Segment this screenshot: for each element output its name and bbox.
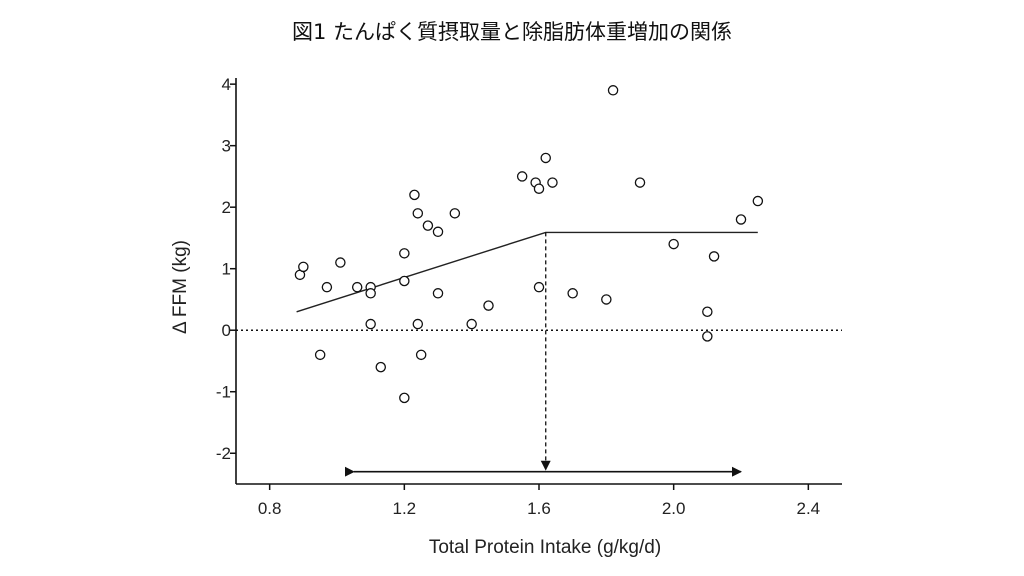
y-tick-label: -2 [216,444,231,463]
data-point [412,208,424,219]
data-point [432,288,444,299]
data-point [432,226,444,238]
data-point [422,220,434,231]
x-tick-label: 1.2 [393,499,417,518]
data-point [466,318,477,330]
data-point [375,361,387,373]
fit-line [296,231,758,313]
data-point [415,349,427,361]
x-tick-label: 2.0 [662,499,686,518]
data-point [449,208,461,219]
data-point [399,248,410,259]
data-point [735,214,747,225]
data-point [412,318,424,330]
data-point [314,349,326,361]
data-point [351,281,363,293]
axes: 4 3 2 1 0 -1 -2 0.8 1.2 1.6 2.0 2.4 [216,75,842,518]
data-point [708,251,720,262]
data-point [702,331,713,342]
data-point [516,171,528,182]
y-tick-label: 4 [222,75,231,94]
data-point [321,281,333,293]
y-tick-label: 2 [222,198,231,217]
x-tick-label: 0.8 [258,499,282,518]
data-point [298,261,309,273]
data-point [399,392,410,404]
data-point [533,183,545,194]
data-point [567,288,578,299]
data-point [533,281,545,293]
data-point [547,177,558,188]
y-tick-label: 1 [222,260,231,279]
y-tick-label: 0 [222,321,231,340]
data-point [607,85,619,96]
y-axis-label: Δ FFM (kg) [170,240,191,334]
data-point [702,306,713,318]
data-point [365,288,376,299]
data-point [668,238,679,250]
x-tick-label: 1.6 [527,499,551,518]
y-tick-label: -1 [216,383,231,402]
data-point [335,257,346,268]
data-point [752,195,764,207]
data-point [399,275,410,287]
data-point [601,294,612,305]
y-tick-label: 3 [222,137,231,156]
data-point [409,189,420,201]
data-point [365,318,376,330]
chart-title: 図1 たんぱく質摂取量と除脂肪体重増加の関係 [291,20,733,44]
x-tick-label: 2.4 [797,499,821,518]
x-axis-label: Total Protein Intake (g/kg/d) [429,537,661,558]
marks [236,85,842,477]
data-point [634,177,646,188]
data-point [483,300,494,311]
data-point [540,152,551,164]
